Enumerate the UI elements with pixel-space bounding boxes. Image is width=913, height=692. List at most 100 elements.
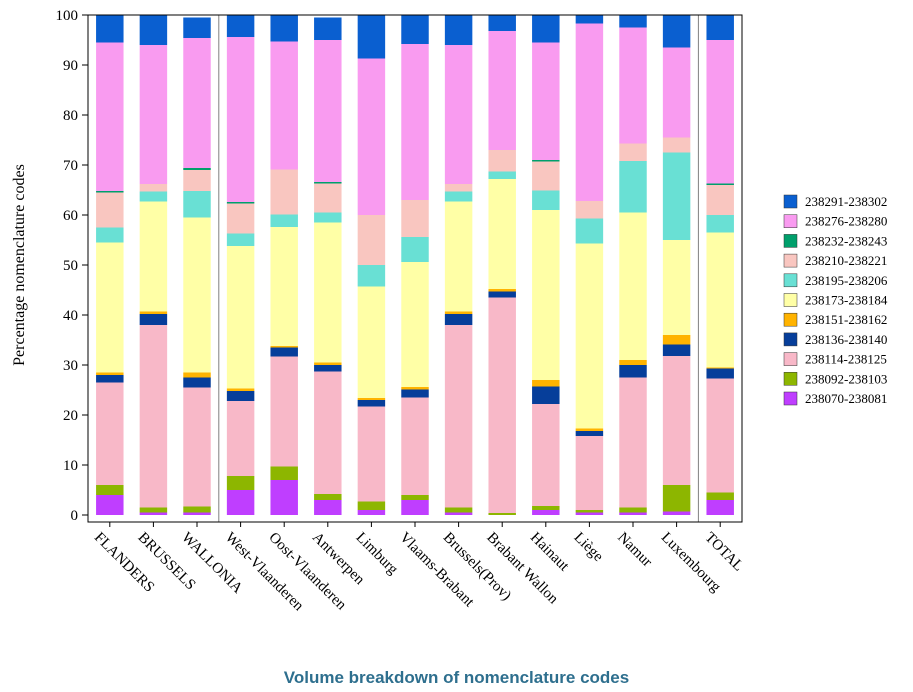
bar-segment (270, 169, 298, 215)
legend-label: 238151-238162 (805, 312, 887, 327)
legend-swatch (783, 293, 798, 307)
bar-segment (183, 38, 211, 168)
bar-segment (401, 44, 429, 200)
bar-segment (357, 58, 386, 215)
bar-segment (314, 222, 342, 363)
bar-segment (401, 389, 429, 398)
legend-label: 238173-238184 (805, 293, 888, 308)
bar-segment (183, 512, 211, 515)
bar-segment (401, 495, 429, 500)
legend-swatch (783, 332, 798, 347)
bar-segment (444, 201, 473, 312)
bar-segment (532, 510, 560, 515)
bar-segment (619, 27, 647, 144)
bar-segment (488, 31, 516, 150)
bar-segment (706, 185, 734, 215)
bar-segment (575, 436, 604, 510)
bar-segment (662, 485, 691, 512)
bar-segment (270, 15, 298, 42)
legend-label: 238276-238280 (805, 214, 887, 229)
bar-segment (401, 500, 429, 515)
bar-segment (357, 265, 386, 287)
bar-segment (401, 200, 429, 237)
y-tick-label: 0 (71, 508, 79, 524)
bar-segment (532, 190, 560, 210)
bar-segment (139, 507, 168, 513)
bar-segment (619, 512, 647, 515)
bar-segment (488, 297, 516, 513)
bar-segment (96, 375, 124, 383)
bar-segment (532, 506, 560, 510)
bar-segment (706, 15, 734, 40)
bar-segment (314, 182, 342, 184)
bar-segment (488, 15, 516, 31)
bar-segment (357, 501, 386, 510)
bar-segment (706, 215, 734, 233)
bar-segment (488, 150, 516, 172)
legend-label: 238232-238243 (805, 233, 887, 248)
bar-segment (139, 314, 168, 325)
bar-segment (401, 15, 429, 44)
bar-segment (183, 168, 211, 170)
bar-segment (532, 42, 560, 160)
bar-segment (706, 500, 734, 515)
y-tick-label: 100 (56, 8, 79, 24)
legend-swatch (783, 253, 798, 268)
bar-segment (314, 365, 342, 372)
bar-segment (226, 391, 255, 401)
legend-swatch (783, 352, 798, 366)
bar-segment (575, 243, 604, 429)
bar-segment (183, 387, 211, 507)
bar-segment (183, 170, 211, 191)
bar-segment (488, 171, 516, 179)
bar-segment (706, 40, 734, 184)
bar-segment (532, 161, 560, 191)
bar-segment (96, 242, 124, 373)
bar-segment (357, 15, 386, 59)
bar-segment (226, 490, 255, 515)
bar-segment (662, 240, 691, 335)
legend-swatch (783, 194, 798, 209)
y-tick-label: 90 (63, 58, 78, 74)
bar-segment (270, 480, 298, 515)
bar-segment (357, 406, 386, 502)
x-category-label: West-Vlaanderen (222, 530, 307, 615)
bar-segment (662, 152, 691, 240)
figure-caption: Volume breakdown of nomenclature codes (283, 668, 630, 687)
x-category-label: Vlaams-Brabant (396, 530, 477, 611)
bar-segment (401, 262, 429, 387)
y-tick-label: 80 (63, 108, 78, 124)
y-tick-label: 40 (63, 308, 78, 324)
y-tick-label: 20 (63, 408, 78, 424)
bar-segment (619, 212, 647, 360)
bar-segment (444, 191, 473, 202)
bar-segment (139, 45, 168, 184)
bar-segment (226, 476, 255, 490)
bar-segment (139, 191, 168, 202)
bar-segment (444, 184, 473, 192)
bar-segment (139, 512, 168, 515)
bar-segment (139, 311, 168, 314)
legend-swatch (783, 312, 798, 327)
bar-segment (226, 37, 255, 202)
bar-segment (183, 191, 211, 218)
legend-label: 238136-238140 (805, 332, 887, 347)
bar-segment (139, 15, 168, 45)
bar-segment (532, 210, 560, 380)
bar-segment (139, 201, 168, 312)
bar-segment (488, 291, 516, 298)
bar-segment (314, 212, 342, 223)
bar-segment (532, 404, 560, 506)
x-axis: FLANDERSBRUSSELSWALLONIAWest-VlaanderenO… (91, 522, 746, 615)
bar-segment (575, 431, 604, 436)
bar-segment (357, 215, 386, 265)
bar-segment (96, 227, 124, 243)
legend-label: 238210-238221 (805, 253, 887, 268)
bar-segment (226, 202, 255, 204)
bar-segment (706, 492, 734, 500)
legend-label: 238092-238103 (805, 371, 887, 386)
bar-segment (96, 191, 124, 193)
bar-segment (706, 232, 734, 368)
y-tick-label: 60 (63, 208, 78, 224)
